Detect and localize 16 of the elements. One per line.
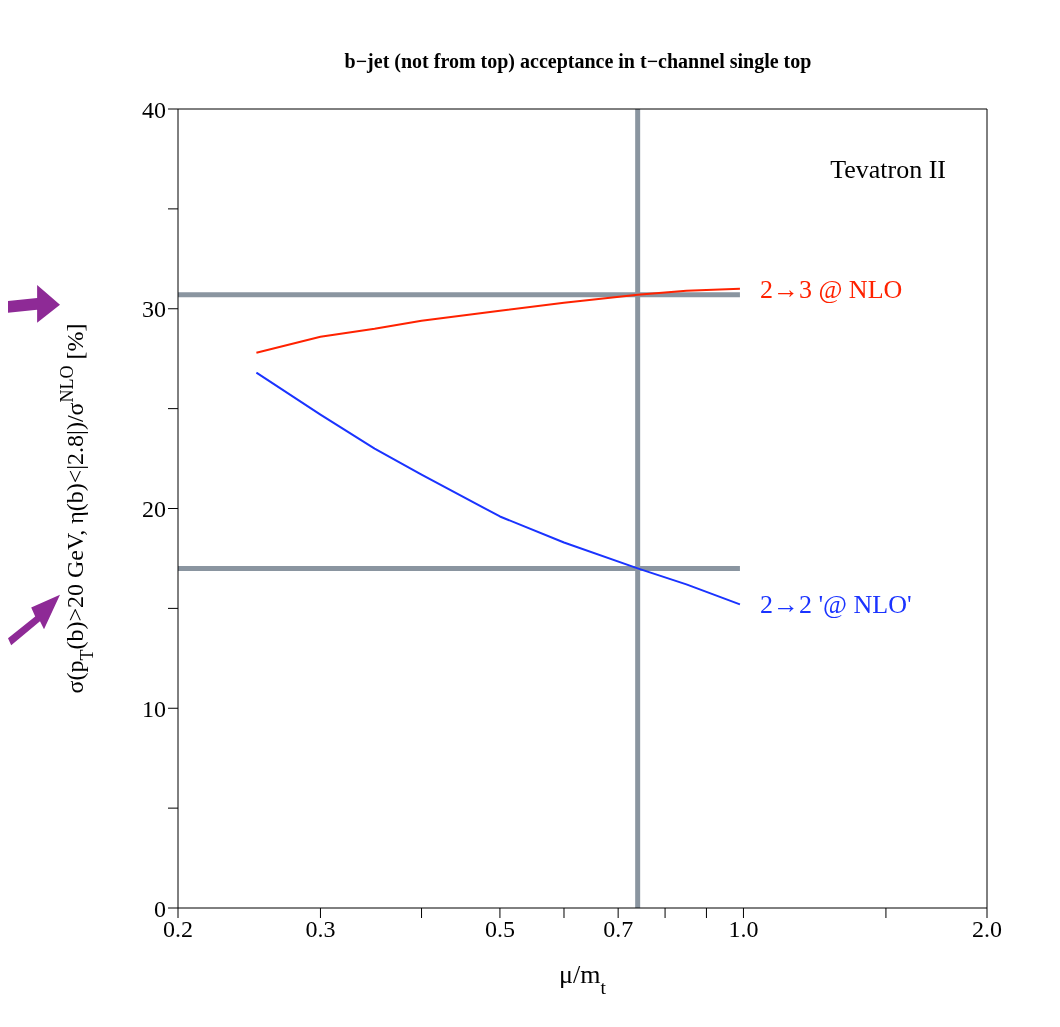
- x-tick-label: 0.3: [305, 916, 336, 943]
- chart-title: b−jet (not from top) acceptance in t−channel single top: [344, 50, 812, 73]
- y-tick-label: 30: [142, 296, 166, 323]
- x-tick-label: 0.5: [484, 916, 515, 943]
- annotation: Tevatron II: [830, 155, 946, 184]
- x-tick-label: 0.7: [603, 916, 634, 943]
- y-tick-label: 10: [142, 695, 166, 722]
- x-tick-label: 1.0: [728, 916, 759, 943]
- series-label: 2→2 '@ NLO': [759, 590, 912, 620]
- y-tick-label: 20: [142, 496, 166, 523]
- series-label: 2→3 @ NLO: [759, 274, 903, 304]
- x-tick-label: 0.2: [163, 916, 193, 943]
- x-axis-title: μ/m$_{t}$: [559, 960, 607, 998]
- y-tick-label: 0: [154, 895, 166, 922]
- x-tick-label: 2.0: [972, 916, 1002, 943]
- y-tick-label: 40: [142, 96, 166, 123]
